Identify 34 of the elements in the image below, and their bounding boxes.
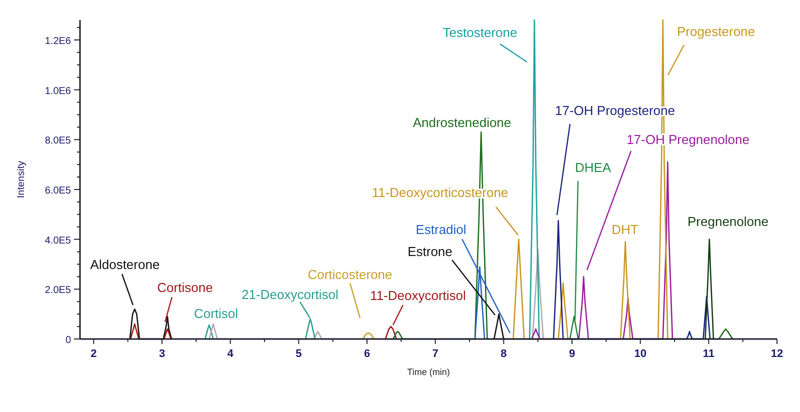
- x-tick-label: 8: [500, 348, 507, 360]
- series-label: Cortisol: [194, 306, 238, 321]
- y-tick-label: 1.2E6: [44, 36, 72, 47]
- y-tick-label: 0: [65, 335, 72, 346]
- y-tick-label: 4.0E5: [44, 235, 72, 246]
- y-axis-title: Intensity: [16, 160, 27, 198]
- x-tick-label: 6: [364, 348, 370, 360]
- text: Estrone: [408, 244, 452, 259]
- text: 21-Deoxycortisol: [242, 287, 339, 302]
- y-tick-label: 6.0E5: [44, 185, 72, 196]
- series-label: Androstenedione: [412, 115, 512, 130]
- x-tick-label: 4: [227, 348, 234, 360]
- x-axis-title: Time (min): [407, 367, 450, 377]
- x-tick-label: 7: [432, 348, 438, 360]
- x-tick-label: 2: [90, 348, 97, 360]
- series-label: Progesterone: [676, 24, 756, 39]
- x-tick-label: 10: [634, 348, 646, 360]
- y-tick-label: 2.0E5: [44, 285, 72, 296]
- series-label: Testosterone: [442, 25, 518, 40]
- text: 11-Deoxycortisol: [370, 288, 466, 303]
- y-tick-label: 8.0E5: [44, 136, 72, 147]
- x-tick-label: 3: [158, 348, 166, 360]
- x-tick-label: 12: [770, 348, 784, 360]
- y-tick-label: 1.0E6: [44, 86, 72, 97]
- x-tick-label: 5: [296, 348, 302, 360]
- series-label: DHT: [612, 222, 638, 237]
- text: DHEA: [574, 160, 612, 175]
- x-tick-label: 11: [702, 348, 714, 360]
- text: Corticosterone: [308, 267, 392, 282]
- text: Estradiol: [416, 222, 466, 237]
- text: Cortisone: [157, 280, 213, 295]
- series-label: Pregnenolone: [688, 214, 768, 229]
- x-tick-label: 9: [568, 348, 576, 360]
- text: Aldosterone: [90, 257, 160, 272]
